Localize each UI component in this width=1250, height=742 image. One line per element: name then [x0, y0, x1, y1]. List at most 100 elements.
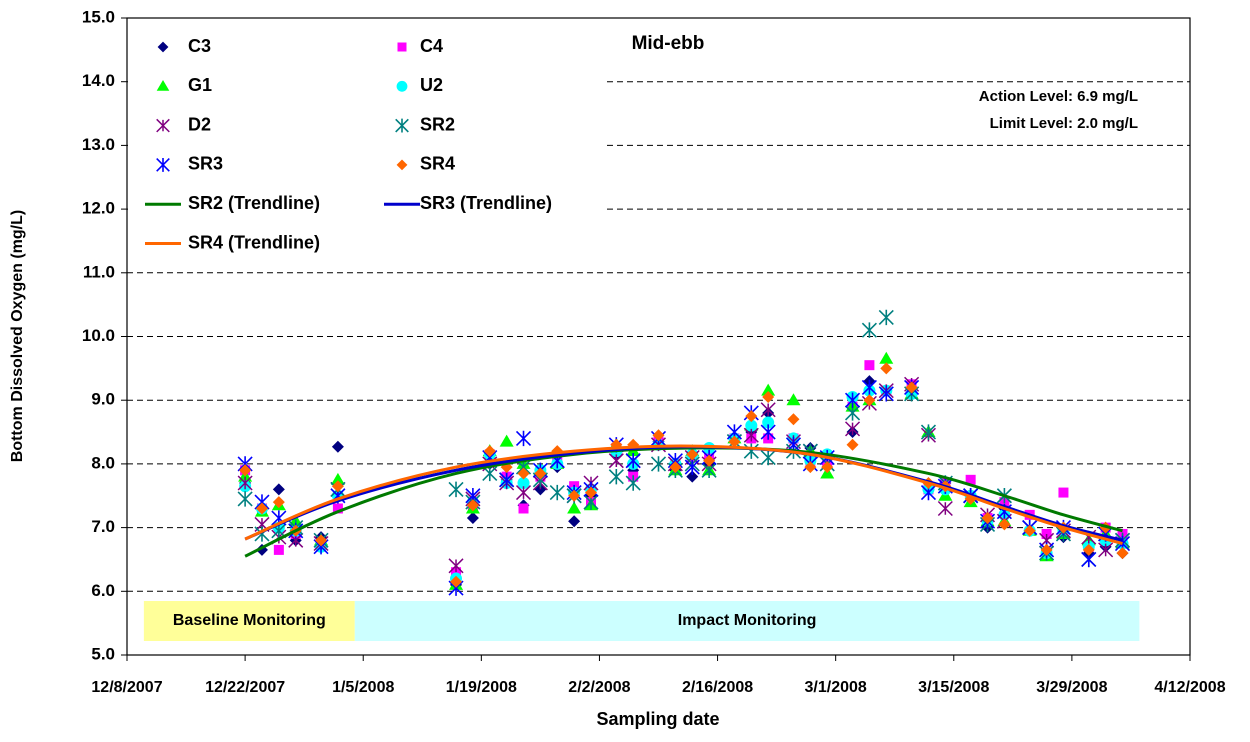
marker: [330, 472, 345, 485]
marker: [567, 501, 582, 514]
x-tick-label: 2/2/2008: [568, 679, 630, 696]
marker: [762, 391, 775, 404]
legend-label: G1: [188, 75, 212, 95]
marker-part: [239, 464, 252, 477]
y-axis-label: Bottom Dissolved Oxygen (mg/L): [9, 210, 26, 462]
x-tick-label: 1/19/2008: [446, 679, 517, 696]
x-tick-label: 2/16/2008: [682, 679, 753, 696]
marker-part: [499, 472, 515, 488]
marker-part: [937, 500, 953, 517]
marker: [585, 486, 598, 499]
marker-part: [652, 429, 665, 442]
marker: [844, 392, 861, 408]
marker-part: [466, 512, 479, 525]
legend-label: U2: [420, 75, 443, 95]
marker: [1082, 543, 1095, 556]
marker: [878, 309, 894, 326]
marker-part: [395, 118, 409, 133]
marker-part: [568, 515, 581, 528]
marker: [686, 470, 699, 483]
marker: [239, 464, 252, 477]
marker-part: [1116, 547, 1129, 560]
y-tick-label: 10.0: [82, 326, 115, 345]
marker-part: [745, 419, 758, 432]
marker: [517, 477, 530, 490]
marker-part: [237, 491, 253, 507]
marker-part: [549, 484, 565, 501]
marker: [237, 491, 253, 507]
marker: [499, 472, 515, 488]
marker: [466, 512, 479, 525]
marker: [743, 427, 759, 443]
legend-label: C3: [188, 36, 211, 56]
marker-part: [237, 475, 253, 491]
marker-part: [760, 449, 776, 466]
marker: [518, 503, 529, 514]
plot-frame: [126, 17, 1191, 656]
marker: [396, 159, 408, 171]
marker-part: [482, 465, 498, 482]
marker: [499, 434, 514, 447]
marker: [625, 475, 641, 491]
marker: [255, 502, 268, 515]
marker-part: [585, 486, 598, 499]
marker: [804, 461, 817, 474]
marker-part: [625, 453, 641, 469]
marker: [861, 322, 877, 338]
marker: [450, 575, 463, 588]
marker-part: [450, 575, 463, 588]
marker-part: [534, 467, 547, 480]
marker-part: [878, 309, 894, 326]
marker-part: [981, 512, 994, 525]
y-tick-label: 5.0: [91, 644, 115, 663]
marker-part: [804, 461, 817, 474]
marker-part: [861, 379, 877, 396]
period-band: [143, 601, 355, 641]
marker: [331, 480, 344, 493]
marker-part: [762, 416, 775, 429]
marker: [483, 445, 496, 458]
marker-part: [331, 440, 344, 453]
x-tick-label: 1/5/2008: [332, 679, 394, 696]
marker-part: [878, 386, 894, 402]
marker: [760, 424, 776, 440]
marker: [448, 558, 464, 574]
marker-part: [762, 391, 775, 404]
y-tick-label: 13.0: [82, 135, 115, 154]
marker-part: [397, 42, 407, 52]
marker-part: [315, 534, 328, 547]
marker-part: [515, 430, 532, 447]
marker: [397, 42, 407, 52]
marker: [272, 496, 285, 509]
marker-part: [1082, 543, 1095, 556]
y-tick-label: 12.0: [82, 199, 115, 218]
marker: [1041, 528, 1052, 539]
marker: [1040, 543, 1053, 556]
marker: [568, 489, 581, 502]
marker-part: [156, 80, 170, 91]
annotation: Action Level: 6.9 mg/L: [979, 88, 1138, 105]
marker: [762, 416, 775, 429]
marker: [396, 80, 408, 92]
marker-part: [905, 381, 918, 394]
marker-part: [332, 503, 343, 514]
marker-part: [448, 481, 464, 498]
marker: [821, 461, 834, 474]
marker: [273, 544, 284, 555]
marker-part: [330, 472, 345, 485]
marker-part: [787, 413, 800, 426]
marker: [861, 379, 877, 396]
marker: [568, 515, 581, 528]
marker-part: [669, 461, 682, 474]
marker-part: [743, 427, 759, 443]
marker-part: [863, 394, 876, 407]
x-tick-label: 12/22/2007: [205, 679, 285, 696]
marker: [272, 483, 285, 496]
marker-part: [273, 544, 284, 555]
marker-part: [448, 558, 464, 574]
y-tick-label: 7.0: [91, 517, 115, 536]
x-axis-label: Sampling date: [596, 709, 719, 729]
marker: [466, 499, 479, 512]
marker: [686, 448, 699, 461]
